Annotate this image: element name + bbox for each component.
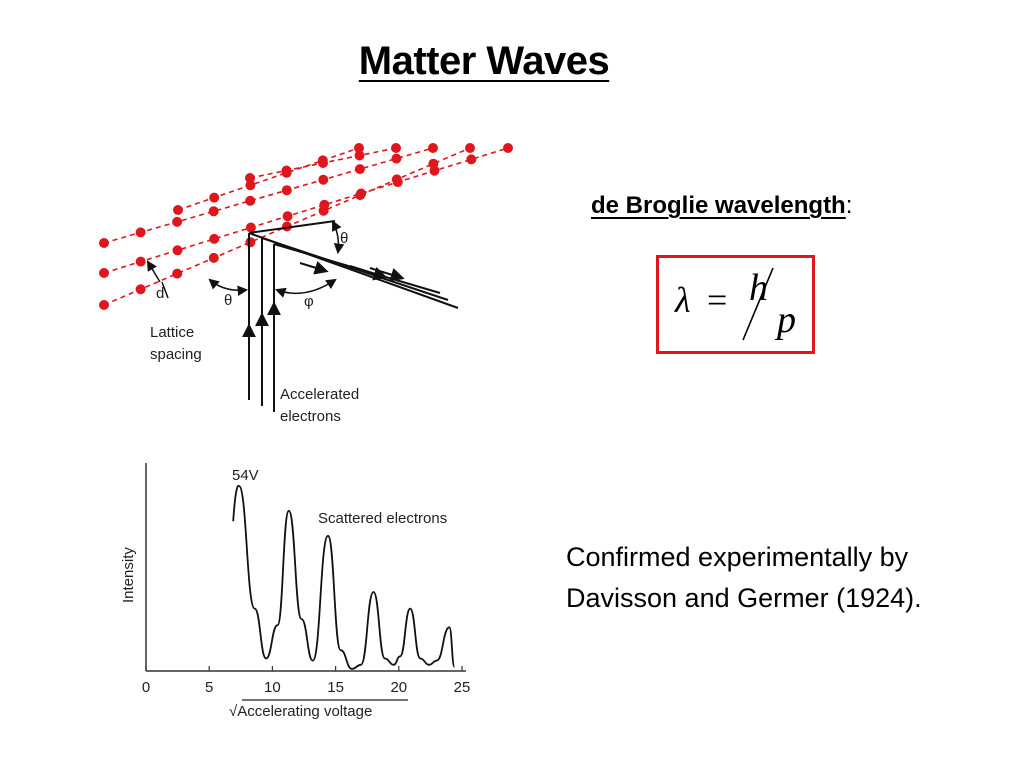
lattice-atom [209,233,220,244]
x-tick-label: 0 [142,679,150,696]
lattice-atom [245,237,256,248]
lattice-atom [465,143,475,153]
d-label: d [156,285,164,302]
series-line [232,484,456,670]
lattice-atom [503,143,513,153]
x-tick-label: 20 [390,679,407,696]
lattice-atom [282,211,293,222]
theta-arc-top [332,220,345,255]
chart-annotation-series: Scattered electrons [318,510,447,527]
lattice-rows [103,147,509,306]
reflected-beams [248,232,459,309]
lattice-atom [429,165,440,176]
lattice-atom [391,143,401,153]
slide-title: Matter Waves [358,39,610,83]
lattice-atom [318,174,329,185]
chart-annotation-peak: 54V [232,467,259,484]
formula-numerator: h [749,267,768,309]
accel-label-line2: electrons [280,408,341,425]
lattice-row-line [177,147,360,211]
lattice-atom [356,188,367,199]
lattice-row-line [103,147,509,274]
chart-ylabel: Intensity [120,547,137,603]
formula-denominator: p [774,299,796,341]
de-broglie-heading: de Broglie wavelength: [591,190,852,222]
lattice-atom [209,192,220,203]
lattice-atom [172,216,183,227]
lattice-atom [281,167,292,178]
lattice-atom [208,252,219,263]
x-ticks: 0 5 10 15 20 25 [142,666,471,696]
lattice-diagram: θ θ φ d Lattice spacing Accelerated elec… [99,143,513,425]
theta-arc-bottom [208,278,249,296]
lattice-atom [245,195,256,206]
formula-svg: λ = h p [674,267,796,341]
reflected-arrow-2 [369,267,405,282]
x-tick-label: 25 [454,679,471,696]
x-tick-label: 10 [264,679,281,696]
lattice-atom [354,150,365,161]
theta-label-bottom: θ [224,292,232,309]
formula-lambda: λ [674,280,691,320]
lattice-atom [99,300,109,310]
lattice-atom [392,177,403,188]
accel-label-line1: Accelerated [280,386,359,403]
confirmation-line1: Confirmed experimentally by [566,542,909,572]
lattice-atom [281,185,292,196]
x-tick-label: 5 [205,679,213,696]
lattice-label-line1: Lattice [150,324,194,341]
formula-box: λ = h p [656,255,815,354]
x-tick-label: 15 [327,679,344,696]
de-broglie-label: de Broglie wavelength [591,192,846,219]
lattice-atom [354,164,365,175]
theta-label-top: θ [340,230,348,247]
surface-line [248,220,336,234]
lattice-atom [317,155,328,166]
phi-label: φ [304,293,314,310]
lattice-atom [172,268,183,279]
lattice-atom [135,227,146,238]
lattice-atom [173,205,183,215]
confirmation-text: Confirmed experimentally by Davisson and… [566,537,1006,619]
intensity-chart: 0 5 10 15 20 25 54V Scattered electrons Inten… [120,463,470,720]
lattice-label-line2: spacing [150,346,202,363]
lattice-atom [466,154,477,165]
lattice-atom [99,238,109,248]
reflected-beam-2 [261,237,449,301]
phi-arc [275,278,337,298]
lattice-atom [354,143,364,153]
lattice-atoms [99,143,513,310]
confirmation-line2: Davisson and Germer (1924). [566,583,922,613]
lattice-atom [245,180,256,191]
d-arrow [148,262,169,299]
chart-xlabel: √Accelerating voltage [229,703,372,720]
lattice-atom [319,199,330,210]
lattice-atom [245,173,255,183]
de-broglie-colon: : [845,192,853,219]
lattice-atom [245,222,256,233]
reflected-arrow-1 [349,265,388,281]
formula-slash [742,267,774,341]
incident-beams [242,233,281,412]
lattice-atom [428,143,438,153]
reflected-arrow-3 [299,261,329,275]
formula-equals: = [707,280,727,320]
lattice-atom [172,245,183,256]
lattice-atom [391,153,402,164]
lattice-atom [208,206,219,217]
lattice-atom [135,256,146,267]
lattice-row-line [103,147,434,244]
lattice-atom [135,284,146,295]
lattice-atom [99,268,109,278]
